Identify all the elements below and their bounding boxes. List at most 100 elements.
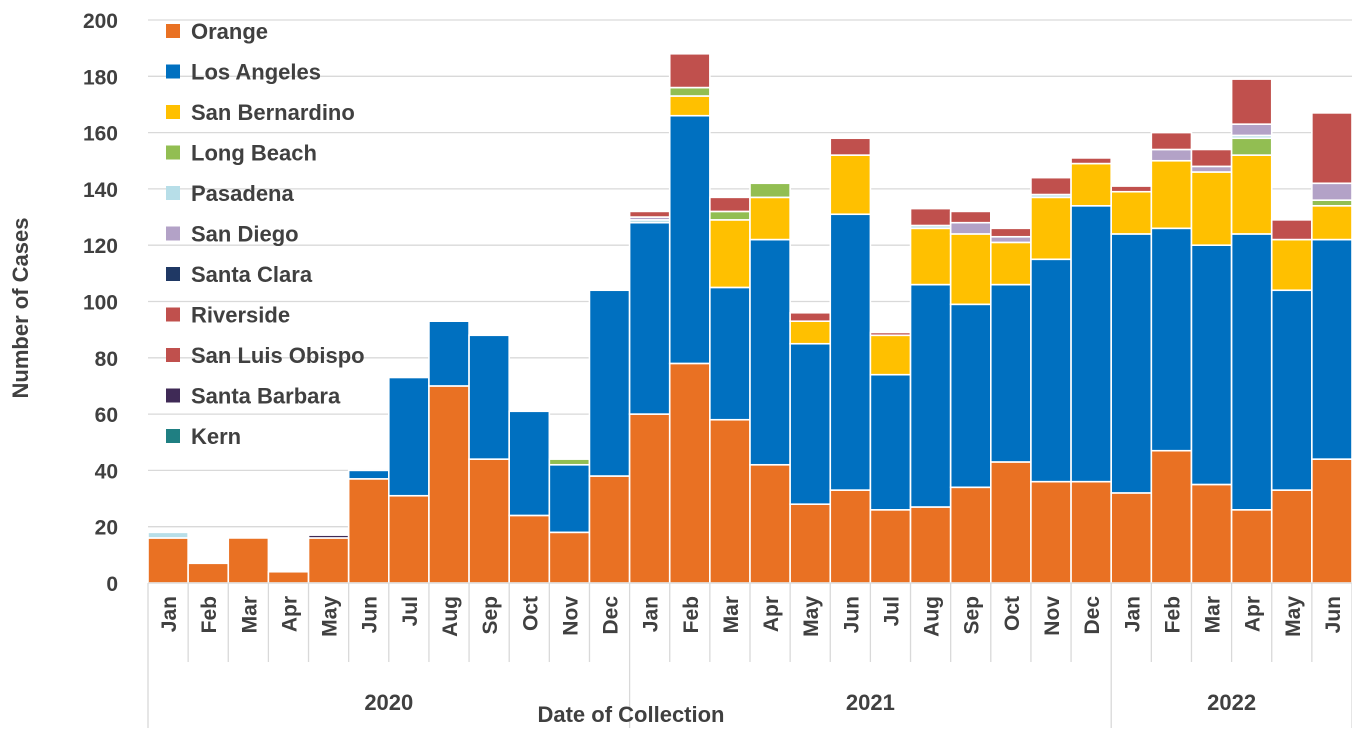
bar-segment: [347, 478, 390, 584]
x-tick-label: Aug: [921, 596, 944, 637]
bar-segment: [709, 286, 751, 421]
y-axis-title: Number of Cases: [8, 218, 33, 399]
bar-segment: [267, 570, 310, 584]
bar-segment: [749, 238, 791, 466]
bar-segment: [1070, 157, 1112, 165]
bar-segment: [508, 514, 551, 584]
x-tick-label: Sep: [961, 596, 984, 635]
bar-segment: [1030, 480, 1072, 584]
x-tick-label: Mar: [238, 596, 261, 633]
bar-segment: [909, 227, 952, 286]
x-tick-label: Apr: [760, 596, 783, 632]
legend-label: Santa Barbara: [191, 384, 341, 409]
x-tick-label: Jul: [399, 596, 422, 626]
bar-segment: [949, 233, 992, 306]
bar-segment: [789, 311, 832, 323]
bar-segment: [1150, 159, 1193, 230]
legend-swatch: [166, 388, 180, 403]
bar-segment: [387, 376, 430, 497]
bar-segment: [1030, 258, 1072, 483]
bar-segment: [789, 503, 832, 584]
bar-segment: [1311, 199, 1352, 207]
bar-segment: [709, 196, 751, 213]
legend-swatch: [166, 105, 180, 119]
y-tick-label: 180: [83, 66, 118, 89]
bar-segment: [869, 334, 912, 376]
bar-segment: [1110, 190, 1153, 235]
x-tick-label: Apr: [278, 596, 301, 632]
bar-segment: [668, 362, 711, 584]
bar-segment: [829, 213, 872, 491]
year-label: 2020: [364, 690, 413, 715]
bar-segment: [668, 95, 711, 117]
legend-swatch: [166, 348, 180, 362]
bar-segment: [668, 52, 711, 89]
bar-segment: [668, 114, 711, 365]
bar-segment: [307, 534, 350, 539]
y-axis: 0 20 40 60 80 100 120 140 160 180 200: [83, 10, 118, 596]
bar-segment: [588, 289, 631, 477]
bar-segment: [829, 154, 872, 216]
bar-segment: [428, 385, 470, 584]
bar-segment: [789, 320, 832, 345]
bar-segment: [1150, 449, 1193, 584]
x-tick-label: Nov: [559, 596, 582, 636]
y-tick-label: 60: [95, 404, 118, 427]
x-tick-label: Aug: [439, 596, 462, 637]
legend-swatch: [166, 429, 180, 443]
bar-segment: [668, 86, 711, 97]
bar-segment: [989, 241, 1032, 286]
x-tick-label: Feb: [198, 596, 221, 633]
bar-segment: [709, 210, 751, 221]
bar-segment: [147, 531, 189, 539]
bar-segment: [1070, 162, 1112, 207]
y-tick-label: 100: [83, 292, 118, 315]
legend-label: San Luis Obispo: [191, 343, 365, 368]
y-tick-label: 0: [106, 573, 118, 596]
y-tick-label: 160: [83, 123, 118, 146]
x-tick-label: Feb: [680, 596, 703, 633]
bar-segment: [628, 210, 671, 218]
legend-label: Santa Clara: [191, 262, 313, 287]
bar-segment: [789, 342, 832, 505]
bar-segment: [1150, 227, 1193, 452]
bar-segment: [709, 418, 751, 584]
bar-segment: [1190, 483, 1233, 584]
bar-segment: [347, 469, 390, 480]
legend-swatch: [166, 267, 180, 281]
bar-segment: [1270, 238, 1313, 292]
y-tick-label: 80: [95, 348, 118, 371]
bar-segment: [1230, 509, 1273, 584]
bar-segment: [989, 461, 1032, 584]
y-tick-label: 40: [95, 460, 118, 483]
bar-segment: [949, 210, 992, 224]
bar-segment: [1110, 492, 1153, 584]
x-tick-label: Mar: [720, 596, 743, 633]
bar-segment: [1030, 176, 1072, 196]
bar-segment: [1230, 137, 1273, 156]
x-tick-label: Jun: [359, 596, 382, 633]
bar-segment: [989, 235, 1032, 244]
bar-segment: [147, 537, 189, 584]
x-tick-label: Oct: [1001, 596, 1024, 631]
x-tick-label: Nov: [1041, 596, 1064, 636]
x-tick-label: Sep: [479, 596, 502, 635]
x-tick-label: Jan: [1121, 596, 1144, 632]
bar-segment: [1311, 182, 1352, 201]
bar-segment: [869, 373, 912, 511]
bar-segment: [1190, 244, 1233, 486]
bar-segment: [1230, 78, 1273, 125]
bar-segment: [588, 475, 631, 584]
year-label: 2022: [1207, 690, 1256, 715]
x-tick-label: Jul: [880, 596, 903, 626]
bar-segment: [548, 458, 591, 466]
bar-segment: [949, 303, 992, 489]
legend-swatch: [166, 145, 180, 160]
bar-segment: [1311, 204, 1352, 241]
x-tick-label: Oct: [519, 596, 542, 631]
legend-swatch: [166, 186, 180, 200]
x-tick-label: May: [319, 596, 342, 637]
bar-segment: [628, 221, 671, 415]
